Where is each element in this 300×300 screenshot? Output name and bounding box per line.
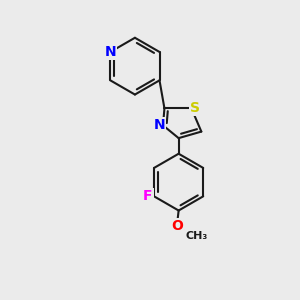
Text: N: N [154, 118, 165, 132]
Text: N: N [104, 45, 116, 59]
Text: CH₃: CH₃ [185, 231, 208, 241]
Text: S: S [190, 101, 200, 115]
Text: F: F [143, 189, 153, 203]
Text: O: O [171, 219, 183, 233]
